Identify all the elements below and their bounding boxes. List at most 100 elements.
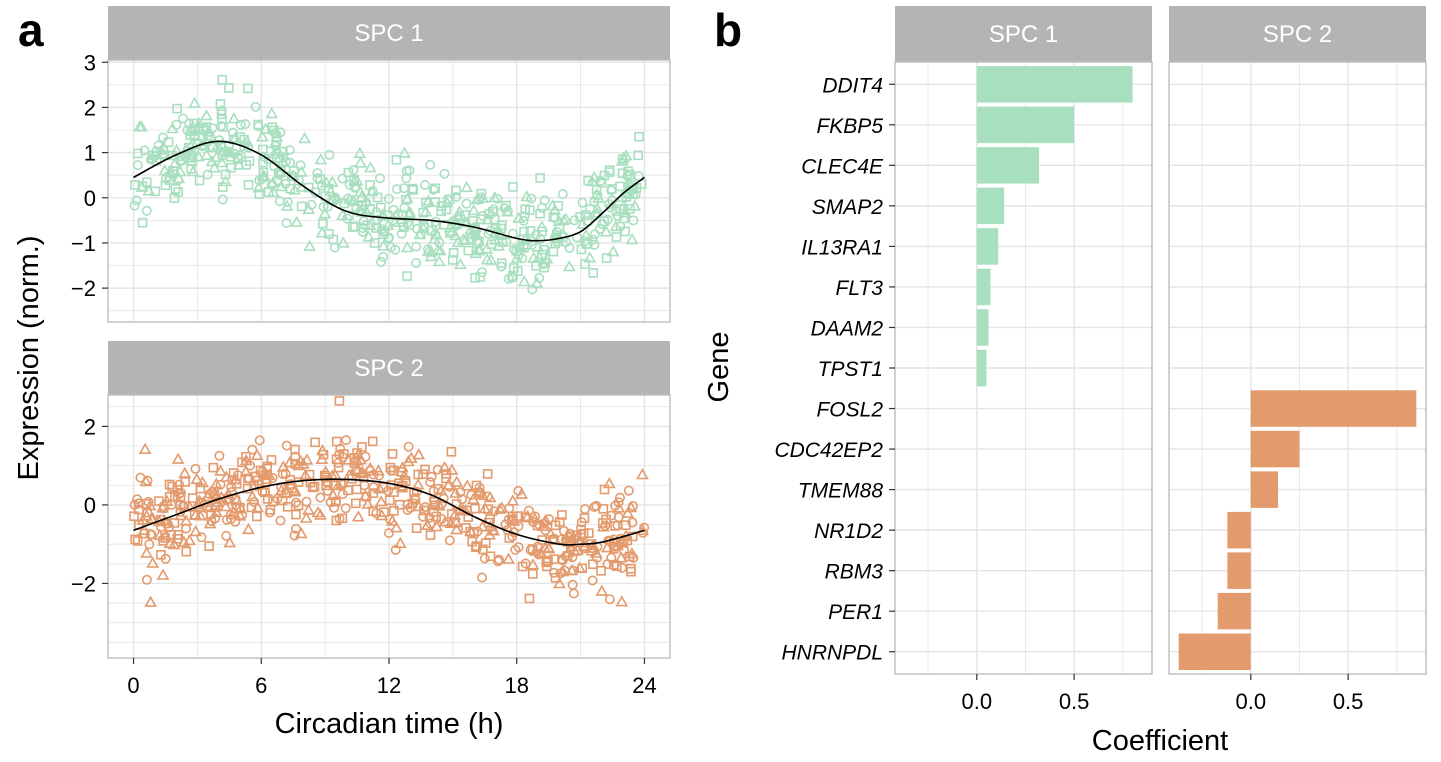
- data-point-triangle: [480, 242, 494, 254]
- data-point-triangle: [576, 217, 590, 229]
- data-point-triangle: [219, 175, 232, 187]
- data-point-triangle: [242, 522, 255, 535]
- data-point-triangle: [625, 547, 639, 559]
- data-point-triangle: [625, 232, 639, 245]
- data-point-circle: [477, 210, 488, 221]
- data-point-circle: [603, 535, 614, 546]
- data-point-square: [226, 162, 236, 173]
- data-point-circle: [272, 175, 283, 186]
- data-point-circle: [479, 553, 490, 564]
- data-point-triangle: [183, 533, 196, 546]
- data-point-triangle: [577, 539, 591, 551]
- data-point-square: [508, 182, 518, 192]
- data-point-triangle: [186, 144, 200, 156]
- bar-spc1-strip-label: SPC 1: [989, 21, 1058, 48]
- data-point-circle: [436, 513, 447, 524]
- data-point-triangle: [193, 509, 207, 521]
- data-point-square: [520, 512, 531, 523]
- data-point-triangle: [145, 151, 159, 163]
- data-point-triangle: [171, 452, 185, 464]
- data-point-triangle: [137, 523, 151, 535]
- data-point-circle: [422, 244, 433, 255]
- data-point-triangle: [227, 112, 241, 124]
- data-point-circle: [536, 202, 547, 213]
- data-point-square: [330, 480, 341, 491]
- data-point-square: [258, 167, 269, 178]
- data-point-square: [241, 160, 251, 170]
- data-point-square: [130, 180, 140, 190]
- bar-clec4e: [976, 147, 1040, 184]
- data-point-circle: [560, 534, 571, 545]
- data-point-circle: [526, 193, 537, 204]
- data-point-circle: [360, 220, 371, 231]
- data-point-circle: [139, 145, 150, 156]
- data-point-circle: [473, 238, 484, 249]
- data-point-square: [243, 83, 253, 94]
- data-point-circle: [254, 479, 265, 490]
- data-point-triangle: [288, 485, 301, 497]
- data-point-circle: [254, 435, 265, 446]
- data-point-square: [195, 483, 206, 494]
- data-point-triangle: [454, 257, 467, 270]
- data-point-square: [511, 246, 522, 256]
- data-point-circle: [337, 451, 348, 462]
- data-point-circle: [622, 171, 633, 182]
- data-point-circle: [612, 211, 623, 222]
- data-point-circle: [487, 525, 498, 536]
- data-point-triangle: [160, 494, 174, 506]
- data-point-circle: [537, 259, 548, 270]
- data-point-square: [367, 436, 378, 447]
- data-point-circle: [457, 494, 468, 505]
- data-point-circle: [639, 522, 650, 533]
- data-point-triangle: [295, 165, 308, 177]
- data-point-triangle: [450, 523, 463, 535]
- data-point-square: [186, 164, 196, 174]
- data-point-square: [576, 244, 587, 255]
- spc1-scatter-grid: [108, 60, 670, 322]
- data-point-circle: [527, 284, 538, 295]
- data-point-triangle: [178, 466, 192, 478]
- x-tick-label: 0.0: [961, 689, 992, 714]
- data-point-circle: [597, 219, 608, 230]
- data-point-triangle: [167, 537, 181, 550]
- data-point-circle: [602, 559, 613, 570]
- data-point-square: [134, 504, 144, 515]
- data-point-circle: [399, 202, 410, 213]
- data-point-circle: [215, 479, 226, 490]
- x-tick-label: 18: [504, 673, 528, 698]
- data-point-circle: [548, 567, 559, 578]
- data-point-square: [186, 126, 197, 136]
- data-point-circle: [576, 517, 587, 528]
- data-point-triangle: [452, 210, 466, 222]
- data-point-square: [137, 217, 148, 228]
- data-point-square: [239, 134, 249, 145]
- data-point-circle: [141, 574, 152, 585]
- data-point-square: [343, 167, 354, 178]
- data-point-triangle: [536, 519, 550, 531]
- data-point-circle: [404, 165, 415, 176]
- data-point-square: [577, 563, 588, 574]
- data-point-square: [334, 396, 345, 406]
- data-point-triangle: [393, 536, 407, 548]
- y-tick-label: 3: [84, 50, 96, 75]
- data-point-square: [398, 222, 409, 232]
- data-point-square: [615, 204, 625, 214]
- data-point-circle: [368, 469, 379, 480]
- data-point-square: [358, 472, 369, 483]
- data-point-triangle: [549, 227, 562, 239]
- scatter-y-axis-title: Expression (norm.): [13, 236, 45, 481]
- data-point-circle: [202, 131, 213, 142]
- data-point-square: [388, 505, 399, 516]
- data-point-circle: [258, 151, 269, 162]
- data-point-triangle: [135, 120, 148, 132]
- data-point-triangle: [138, 442, 152, 454]
- data-point-triangle: [283, 456, 297, 468]
- data-point-triangle: [189, 524, 203, 537]
- data-point-triangle: [466, 492, 480, 504]
- data-point-circle: [329, 242, 340, 253]
- data-point-square: [175, 491, 186, 502]
- data-point-triangle: [190, 472, 204, 484]
- data-point-square: [617, 154, 628, 164]
- data-point-square: [237, 457, 247, 468]
- data-point-square: [420, 464, 430, 475]
